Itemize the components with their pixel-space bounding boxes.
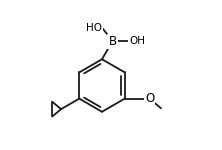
Text: HO: HO bbox=[86, 23, 102, 33]
Text: B: B bbox=[108, 34, 117, 48]
Text: O: O bbox=[145, 92, 154, 105]
Text: OH: OH bbox=[129, 36, 145, 46]
